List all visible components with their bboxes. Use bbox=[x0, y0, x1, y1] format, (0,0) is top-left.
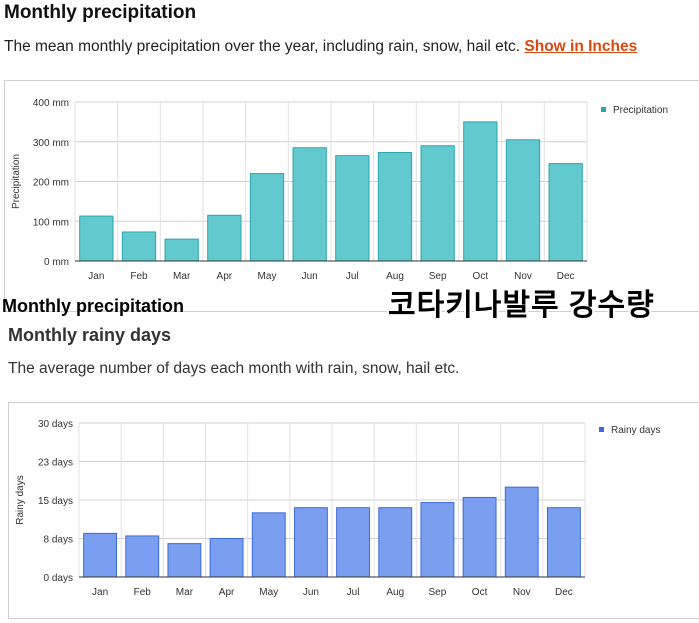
precip-xtick-label: Jun bbox=[302, 271, 318, 282]
precipitation-description-text: The mean monthly precipitation over the … bbox=[4, 38, 521, 55]
rainy-xtick-label: Jan bbox=[92, 587, 108, 598]
rainy-days-description: The average number of days each month wi… bbox=[8, 360, 460, 377]
precip-ytick-label: 0 mm bbox=[44, 257, 69, 268]
rainy-xtick-label: Aug bbox=[386, 587, 404, 598]
precipitation-chart: 0 mm 100 mm 200 mm 300 mm 400 mm Jan Feb Mar Apr… bbox=[11, 98, 668, 282]
precip-legend-label: Precipitation bbox=[613, 105, 668, 116]
precip-ylabel: Precipitation bbox=[11, 154, 22, 209]
precip-ytick-label: 300 mm bbox=[33, 138, 69, 149]
rainy-ytick-label: 0 days bbox=[44, 573, 73, 584]
rainy-bar bbox=[378, 507, 413, 578]
precip-bar bbox=[505, 139, 541, 262]
precip-xtick-label: May bbox=[258, 271, 277, 282]
rainy-xtick-label: Nov bbox=[513, 587, 531, 598]
rainy-bar bbox=[420, 502, 455, 578]
rainy-xtick-label: Jun bbox=[303, 587, 319, 598]
rainy-bar bbox=[462, 496, 497, 578]
rainy-legend-label: Rainy days bbox=[611, 425, 660, 436]
rainy-bar bbox=[83, 532, 118, 578]
precip-xtick-label: Apr bbox=[217, 271, 233, 282]
precip-bar bbox=[548, 163, 583, 262]
rainy-ytick-label: 8 days bbox=[44, 535, 73, 546]
precipitation-description: The mean monthly precipitation over the … bbox=[4, 38, 637, 56]
precip-xtick-label: Oct bbox=[473, 271, 489, 282]
precip-bar bbox=[420, 145, 455, 262]
precip-bar bbox=[79, 215, 114, 262]
precip-bar bbox=[292, 147, 327, 262]
rainy-xtick-label: Sep bbox=[429, 587, 447, 598]
rainy-bar bbox=[336, 507, 371, 578]
precip-xtick-label: Nov bbox=[514, 271, 532, 282]
rainy-bar bbox=[125, 535, 160, 578]
rainy-xtick-label: Apr bbox=[219, 587, 235, 598]
rainy-legend-swatch bbox=[599, 427, 604, 432]
rainy-bar bbox=[209, 538, 244, 578]
precip-ytick-label: 400 mm bbox=[33, 98, 69, 109]
rainy-xtick-label: Oct bbox=[472, 587, 488, 598]
precip-bar bbox=[335, 155, 370, 262]
precipitation-chart-container: 0 mm 100 mm 200 mm 300 mm 400 mm Jan Feb Mar Apr… bbox=[4, 80, 699, 312]
rainy-xtick-label: Dec bbox=[555, 587, 573, 598]
precip-xtick-label: Jul bbox=[346, 271, 359, 282]
precip-bar bbox=[463, 121, 498, 262]
precip-xtick-label: Jan bbox=[88, 271, 104, 282]
precip-bar bbox=[121, 231, 157, 262]
precipitation-title: Monthly precipitation bbox=[4, 2, 197, 23]
overlay-korean-caption: 코타키나발루 강수량 bbox=[388, 289, 655, 322]
precip-xtick-label: Aug bbox=[386, 271, 404, 282]
rainy-xtick-label: May bbox=[259, 587, 278, 598]
rainy-bar bbox=[293, 507, 328, 578]
rainy-ytick-label: 30 days bbox=[38, 419, 73, 430]
precip-ytick-label: 100 mm bbox=[33, 217, 69, 228]
show-in-inches-link[interactable]: Show in Inches bbox=[524, 38, 638, 55]
precip-bar bbox=[207, 214, 242, 262]
rainy-bar bbox=[251, 512, 286, 578]
rainy-days-chart: 0 days 8 days 15 days 23 days 30 days Jan Feb M… bbox=[15, 419, 660, 598]
rainy-xtick-label: Jul bbox=[347, 587, 360, 598]
precip-bar bbox=[377, 151, 413, 262]
precip-xtick-label: Dec bbox=[557, 271, 575, 282]
rainy-bar bbox=[167, 543, 202, 578]
rainy-days-chart-container: 0 days 8 days 15 days 23 days 30 days Jan Feb M… bbox=[8, 402, 699, 619]
precip-bar bbox=[164, 238, 199, 262]
precip-ytick-label: 200 mm bbox=[33, 178, 69, 189]
precip-bar bbox=[249, 173, 285, 262]
rainy-days-title: Monthly rainy days bbox=[8, 325, 172, 345]
precip-xtick-label: Mar bbox=[173, 271, 191, 282]
rainy-ytick-label: 23 days bbox=[38, 458, 73, 469]
rainy-xtick-label: Feb bbox=[134, 587, 152, 598]
rainy-bar bbox=[504, 486, 539, 578]
precip-xtick-label: Feb bbox=[130, 271, 148, 282]
rainy-xtick-label: Mar bbox=[176, 587, 194, 598]
rainy-ytick-label: 15 days bbox=[38, 496, 73, 507]
rainy-bar bbox=[546, 507, 581, 578]
precip-legend-swatch bbox=[601, 107, 606, 112]
overlay-english-caption: Monthly precipitation bbox=[2, 296, 184, 316]
rainy-ylabel: Rainy days bbox=[15, 475, 26, 524]
precip-xtick-label: Sep bbox=[429, 271, 447, 282]
